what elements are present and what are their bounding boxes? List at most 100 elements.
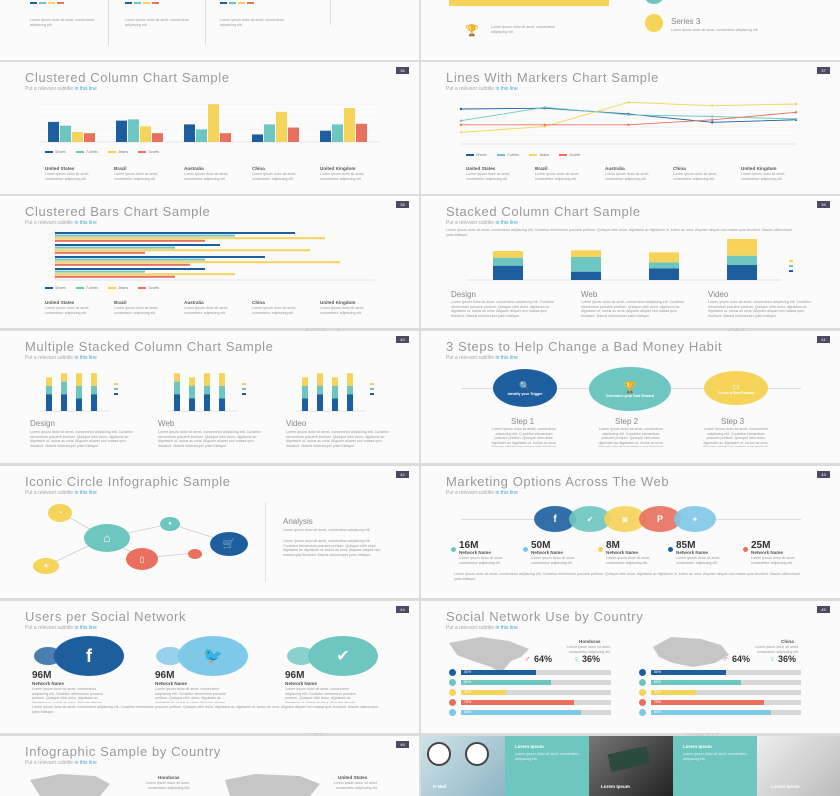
chart-point [711, 115, 714, 118]
chart-bar [493, 251, 523, 258]
chart-bar [46, 394, 52, 411]
stat-label: Network Name [751, 550, 783, 555]
slide-clustered-bars[interactable]: Clustered Bars Chart Sample Put a releva… [0, 196, 419, 328]
body-text: Lorem ipsum dolor sit amet, consectetur … [466, 172, 511, 181]
section-label: Web [581, 290, 598, 299]
stat-value: 8M [606, 540, 620, 551]
body-text: Lorem ipsum dolor sit amet, consectetur … [741, 172, 786, 181]
chart-bar [571, 250, 601, 257]
slide-marketing-options[interactable]: Marketing Options Across The Web Put a r… [421, 466, 840, 598]
chart-bar [493, 257, 523, 266]
text-tile: Lorem Ipsum Lorem ipsum dolor sit amet, … [673, 736, 757, 796]
pct-female: 36% [582, 654, 601, 664]
step-label: Step 3 [721, 417, 745, 426]
slide-social-by-country[interactable]: Social Network Use by Country Put a rele… [421, 601, 840, 733]
body-text: Lorem ipsum dolor sit amet, consectetur … [454, 572, 801, 581]
body-text: Lorem ipsum dolor sit amet, consectetur … [673, 172, 718, 181]
tile-label: Lorem Ipsum [515, 744, 544, 749]
body-text: Lorem ipsum dolor sit amet, consectetur … [606, 556, 651, 565]
chart-bar [55, 275, 175, 278]
legend-label: Scarfs [148, 286, 159, 290]
chart-bar [219, 385, 225, 399]
legend-swatch [789, 270, 793, 272]
chart-bar [317, 385, 323, 395]
body-text: Lorem ipsum dolor sit amet, consectetur … [491, 427, 557, 447]
series-dot [645, 14, 663, 32]
body-text: Lorem ipsum dolor sit amet, consectetur … [598, 427, 664, 447]
chart-bar [727, 265, 757, 280]
section-label: Design [451, 290, 476, 299]
vine-icon[interactable]: ✔ [569, 506, 611, 532]
slide-iconic-circle[interactable]: Iconic Circle Infographic Sample Put a r… [0, 466, 419, 598]
chart-bar [347, 385, 353, 395]
bar-fill: 75% [651, 700, 764, 705]
slide-number: 45 [817, 606, 830, 613]
country-label: United States [466, 166, 496, 171]
legend-label: Shoes [55, 150, 66, 154]
tile-label: Lorem Ipsum [771, 784, 800, 789]
legend-label: T-shirts [85, 150, 99, 154]
slide-number: 44 [396, 606, 409, 613]
bar-fill: 50% [651, 670, 726, 675]
chart-bar [571, 271, 601, 280]
pct-male: 64% [534, 654, 553, 664]
bar-track: 50% [651, 670, 801, 675]
chart-bar [571, 257, 601, 272]
female-icon: ♀ [769, 654, 776, 664]
chart-bar [84, 133, 95, 142]
slide-subtitle: Put a relevant subtitle in this line [25, 490, 97, 496]
bar-track: 60% [461, 680, 611, 685]
text-tile: Lorem Ipsum Lorem ipsum dolor sit amet, … [505, 736, 589, 796]
chart-bar [332, 377, 338, 386]
stat-label: Network Name [606, 550, 638, 555]
chart-bar [204, 373, 210, 386]
chart-bar [317, 394, 323, 411]
country-label: Australia [184, 300, 204, 305]
body-text: Lorem ipsum dolor sit amet, consectetur … [30, 430, 134, 448]
stat-label: Network Name [32, 681, 64, 686]
tile-label: Lorem Ipsum [683, 744, 712, 749]
chart-bar [76, 398, 82, 411]
bar-fill: 60% [651, 680, 741, 685]
body-text: Lorem ipsum dolor sit amet, consectetur … [515, 752, 579, 761]
tile-label: E-Mail [433, 784, 447, 789]
slide-infographic-country[interactable]: Infographic Sample by Country Put a rele… [0, 736, 419, 796]
chart-bar [252, 134, 263, 142]
step-label: Step 2 [615, 417, 639, 426]
body-text: Lorem ipsum dolor sit amet, consectetur … [566, 645, 611, 654]
twitter-icon[interactable]: ✦ [674, 506, 716, 532]
slide-multiple-stacked[interactable]: Multiple Stacked Column Chart Sample Put… [0, 331, 419, 463]
chart-bar [46, 385, 52, 395]
chart-bar [347, 373, 353, 386]
body-text: Lorem ipsum dolor sit amet, consectetur … [320, 306, 365, 315]
bar-fill: 75% [461, 700, 574, 705]
chart-bar [91, 385, 97, 395]
twitter-icon: 🐦 [178, 636, 248, 676]
chart-legend: Shoes T-shirts Jeans Scarfs [45, 286, 159, 290]
chart-point [711, 118, 714, 122]
slide-top-right[interactable]: 🏆 Lorem ipsum dolor sit amet, consectetu… [421, 0, 840, 60]
slide-3-steps[interactable]: 3 Steps to Help Change a Bad Money Habit… [421, 331, 840, 463]
slide-users-per-social[interactable]: Users per Social Network Put a relevant … [0, 601, 419, 733]
slide-lines-markers[interactable]: Lines With Markers Chart Sample Put a re… [421, 62, 840, 194]
body-text: Lorem ipsum dolor sit amet, consectetur … [283, 539, 381, 557]
chart-bar [184, 124, 195, 142]
slide-stacked-column[interactable]: Stacked Column Chart Sample Put a releva… [421, 196, 840, 328]
slide-number: 41 [817, 336, 830, 343]
body-text: Lorem ipsum dolor sit amet, consectetur … [751, 556, 796, 565]
legend-label: Jeans [118, 286, 129, 290]
stat-value: 16M [459, 540, 479, 551]
country-label: Brazil [114, 166, 127, 171]
chart-bar [208, 104, 219, 142]
body-text: Lorem ipsum dolor sit amet, consectetur … [320, 172, 365, 181]
stat-value: 96M [285, 670, 305, 681]
map-shape [653, 637, 729, 667]
stat-value: 96M [32, 670, 52, 681]
chart-bar [276, 111, 287, 142]
chart-bar [264, 124, 275, 142]
legend-swatch [242, 383, 246, 385]
chart-point [711, 121, 714, 124]
slide-top-left[interactable]: Lorem ipsum dolor sit amet, consectetur … [0, 0, 419, 60]
slide-photo-tiles[interactable]: Lorem Ipsum Lorem ipsum dolor sit amet, … [421, 736, 840, 796]
slide-clustered-column[interactable]: Clustered Column Chart Sample Put a rele… [0, 62, 419, 194]
